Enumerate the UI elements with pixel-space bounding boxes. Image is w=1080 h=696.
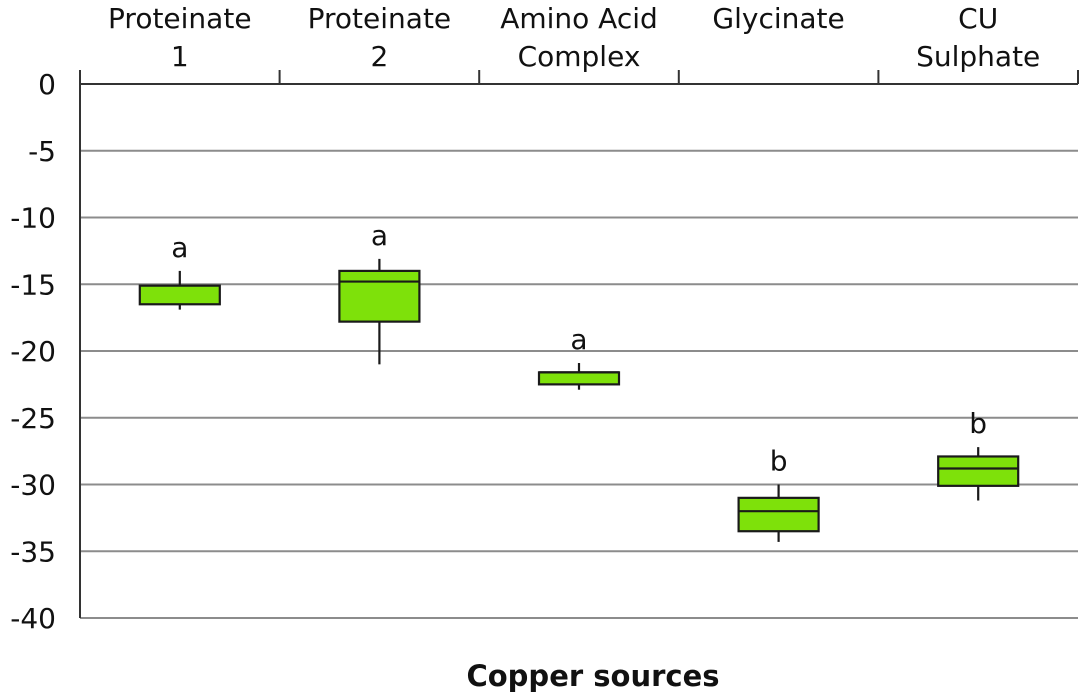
box-5	[937, 447, 1020, 501]
box-2	[338, 258, 421, 365]
y-tick-label: -35	[10, 535, 56, 568]
y-tick-label: -20	[10, 335, 56, 368]
significance-letter: a	[570, 323, 587, 356]
y-tick-label: -30	[10, 469, 56, 502]
significance-letter: a	[371, 219, 388, 252]
y-tick-label: -10	[10, 202, 56, 235]
y-tick-label: -25	[10, 402, 56, 435]
category-label: Proteinate 1	[108, 2, 252, 73]
box-4	[737, 484, 820, 542]
box-1	[138, 270, 221, 310]
box-rect	[338, 269, 421, 323]
gridlines	[80, 149, 1078, 619]
box-rect	[937, 455, 1020, 487]
box-rect	[138, 284, 221, 306]
y-tick-label: -5	[28, 135, 56, 168]
category-label: Amino Acid Complex	[500, 2, 658, 73]
axes	[79, 70, 1079, 618]
box-3	[537, 363, 621, 390]
x-axis-title: Copper sources	[466, 659, 719, 693]
boxes	[138, 258, 1020, 542]
y-tick-label: -15	[10, 268, 56, 301]
y-tick-label: 0	[38, 68, 56, 101]
box-rect	[737, 496, 820, 533]
labels: 0 -5 -10 -15 -20 -25 -30 -35 -40 Proteinate 1 Prote…	[10, 2, 1040, 635]
category-label: Proteinate 2	[308, 2, 452, 73]
significance-letter: b	[969, 407, 987, 440]
significance-letter: b	[770, 445, 788, 478]
y-tick-label: -40	[10, 602, 56, 635]
category-label: CU Sulphate	[916, 2, 1040, 73]
category-label: Glycinate	[712, 2, 844, 35]
box-rect	[537, 371, 621, 386]
significance-letter: a	[171, 231, 188, 264]
